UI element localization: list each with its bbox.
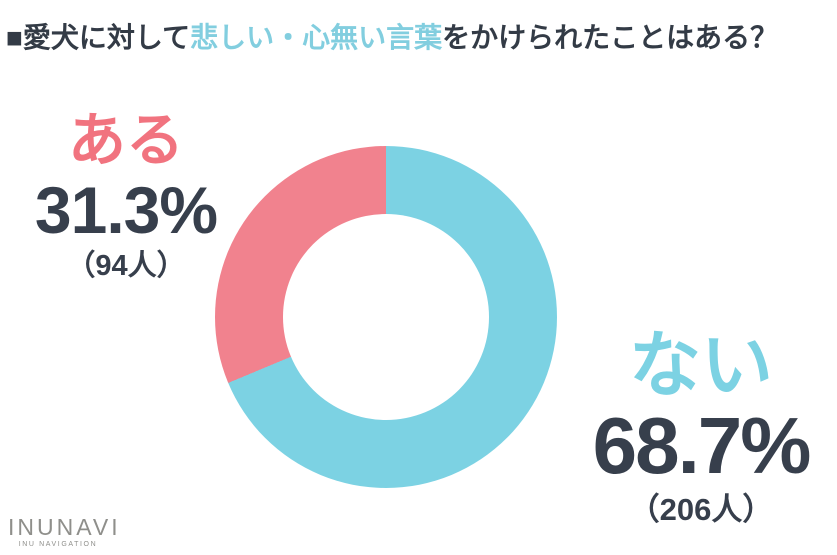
inunavi-logo: INUNAVI INU NAVIGATION [8, 515, 121, 549]
page-title: ■愛犬に対して悲しい・心無い言葉をかけられたことはある？ [6, 16, 778, 56]
title-suffix: をかけられたことはある？ [442, 22, 779, 53]
donut-hole [283, 214, 489, 420]
aru-slice-label: ある [67, 108, 184, 173]
nai-percent-value: 68.7% [592, 401, 812, 490]
logo-wordmark: INUNAVI [8, 514, 121, 540]
title-highlight: 悲しい・心無い言葉 [190, 22, 443, 53]
nai-slice-label: ない [628, 326, 773, 406]
donut-chart [215, 146, 557, 488]
label-group-aru: ある 31.3% （94人） [16, 108, 236, 283]
nai-count-value: （206人） [628, 492, 774, 527]
aru-count-value: （94人） [66, 250, 186, 282]
aru-percent-value: 31.3% [34, 173, 218, 247]
logo-tagline: INU NAVIGATION [18, 541, 98, 548]
label-group-nai: ない 68.7% （206人） [578, 328, 824, 527]
title-prefix: ■愛犬に対して [6, 22, 191, 53]
